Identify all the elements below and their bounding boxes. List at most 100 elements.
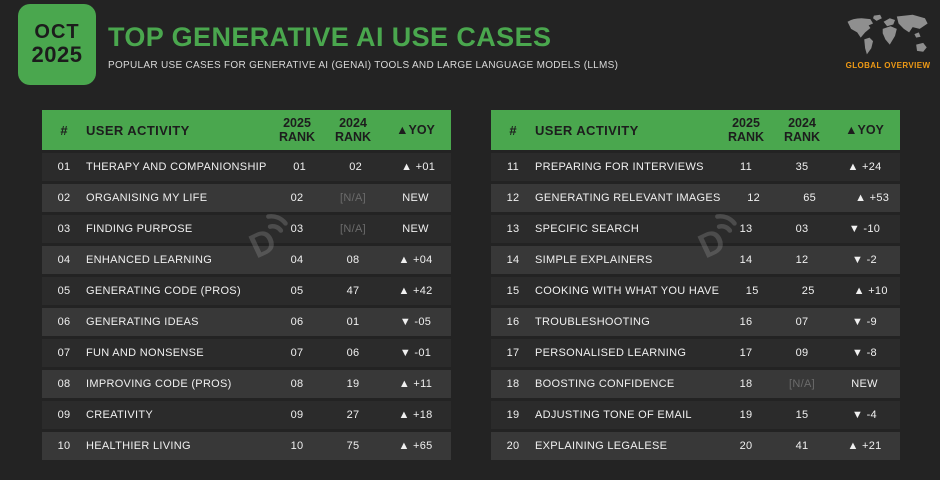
row-rank-2024: 01 [346, 316, 360, 328]
row-activity: GENERATING IDEAS [86, 316, 199, 328]
row-rank-2024: 35 [795, 161, 809, 173]
row-rank-2025: 16 [739, 316, 753, 328]
page-subtitle: POPULAR USE CASES FOR GENERATIVE AI (GEN… [108, 60, 619, 71]
row-rank-2025: 09 [290, 409, 304, 421]
row-rank-2025: 12 [747, 192, 761, 204]
row-activity: HEALTHIER LIVING [86, 440, 191, 452]
row-activity: IMPROVING CODE (PROS) [86, 378, 232, 390]
row-rank-2025: 10 [290, 440, 304, 452]
table-row: 09 CREATIVITY 09 27 ▲ +18 [42, 401, 451, 429]
row-rank-2025: 18 [739, 378, 753, 390]
col-header-yoy: ▲YOY [396, 123, 435, 137]
row-activity: CREATIVITY [86, 409, 153, 421]
row-number: 15 [506, 285, 520, 297]
row-rank-2025: 07 [290, 347, 304, 359]
row-number: 19 [506, 409, 520, 421]
row-yoy-change: ▲ +10 [853, 285, 888, 297]
badge-year: 2025 [31, 42, 83, 68]
row-rank-2024: 09 [795, 347, 809, 359]
row-activity: THERAPY AND COMPANIONSHIP [86, 161, 267, 173]
table-row: 18 BOOSTING CONFIDENCE 18 [N/A] NEW [491, 370, 900, 398]
row-activity: SIMPLE EXPLAINERS [535, 254, 653, 266]
row-rank-2025: 19 [739, 409, 753, 421]
row-rank-2024: 02 [349, 161, 363, 173]
table-row: 15 COOKING WITH WHAT YOU HAVE 15 25 ▲ +1… [491, 277, 900, 305]
row-rank-2024: 19 [346, 378, 360, 390]
row-rank-2024: [N/A] [340, 223, 366, 235]
table-row: 01 THERAPY AND COMPANIONSHIP 01 02 ▲ +01 [42, 153, 451, 181]
row-number: 18 [506, 378, 520, 390]
row-activity: GENERATING CODE (PROS) [86, 285, 241, 297]
table-header-row: # USER ACTIVITY 2025 RANK 2024 RANK ▲YOY [42, 110, 451, 150]
row-yoy-change: ▼ -8 [852, 347, 877, 359]
row-number: 17 [506, 347, 520, 359]
row-number: 11 [506, 161, 520, 173]
table-row: 03 FINDING PURPOSE 03 [N/A] NEW [42, 215, 451, 243]
row-rank-2025: 15 [745, 285, 759, 297]
row-number: 04 [57, 254, 71, 266]
col-header-rank-2025: 2025 RANK [727, 116, 765, 144]
row-number: 07 [57, 347, 71, 359]
row-activity: SPECIFIC SEARCH [535, 223, 640, 235]
row-rank-2025: 11 [739, 161, 753, 173]
row-activity: GENERATING RELEVANT IMAGES [535, 192, 721, 204]
row-number: 01 [57, 161, 71, 173]
date-badge: OCT 2025 [18, 4, 96, 85]
table-row: 05 GENERATING CODE (PROS) 05 47 ▲ +42 [42, 277, 451, 305]
row-number: 05 [57, 285, 71, 297]
table-row: 19 ADJUSTING TONE OF EMAIL 19 15 ▼ -4 [491, 401, 900, 429]
table-row: 20 EXPLAINING LEGALESE 20 41 ▲ +21 [491, 432, 900, 460]
table-row: 11 PREPARING FOR INTERVIEWS 11 35 ▲ +24 [491, 153, 900, 181]
row-rank-2024: 25 [801, 285, 815, 297]
row-number: 13 [506, 223, 520, 235]
row-rank-2025: 03 [290, 223, 304, 235]
row-rank-2024: [N/A] [789, 378, 815, 390]
row-yoy-change: ▲ +42 [398, 285, 433, 297]
col-header-number: # [60, 122, 68, 138]
row-activity: PREPARING FOR INTERVIEWS [535, 161, 704, 173]
row-rank-2025: 04 [290, 254, 304, 266]
row-activity: BOOSTING CONFIDENCE [535, 378, 675, 390]
row-number: 12 [506, 192, 520, 204]
row-rank-2024: 47 [346, 285, 360, 297]
table-row: 12 GENERATING RELEVANT IMAGES 12 65 ▲ +5… [491, 184, 900, 212]
row-yoy-change: ▲ +24 [847, 161, 882, 173]
table-row: 08 IMPROVING CODE (PROS) 08 19 ▲ +11 [42, 370, 451, 398]
row-yoy-change: NEW [402, 223, 429, 235]
row-number: 02 [57, 192, 71, 204]
row-rank-2025: 20 [739, 440, 753, 452]
table-row: 14 SIMPLE EXPLAINERS 14 12 ▼ -2 [491, 246, 900, 274]
table-row: 10 HEALTHIER LIVING 10 75 ▲ +65 [42, 432, 451, 460]
row-yoy-change: ▼ -05 [399, 316, 432, 328]
col-header-yoy: ▲YOY [845, 123, 884, 137]
row-number: 20 [506, 440, 520, 452]
page-title: TOP GENERATIVE AI USE CASES [108, 22, 552, 52]
row-number: 09 [57, 409, 71, 421]
row-activity: ADJUSTING TONE OF EMAIL [535, 409, 692, 421]
badge-month: OCT [34, 21, 80, 44]
row-rank-2025: 05 [290, 285, 304, 297]
global-overview-block: GLOBAL OVERVIEW [842, 12, 934, 70]
header-titles: TOP GENERATIVE AI USE CASES POPULAR USE … [108, 22, 618, 71]
row-number: 03 [57, 223, 71, 235]
row-rank-2025: 06 [290, 316, 304, 328]
use-cases-table-11-20: # USER ACTIVITY 2025 RANK 2024 RANK ▲YOY… [491, 110, 900, 460]
row-yoy-change: ▲ +11 [398, 378, 433, 390]
row-yoy-change: ▲ +01 [401, 161, 436, 173]
row-rank-2025: 13 [739, 223, 753, 235]
row-rank-2025: 01 [293, 161, 307, 173]
row-yoy-change: NEW [402, 192, 429, 204]
row-rank-2024: 06 [346, 347, 360, 359]
row-yoy-change: NEW [851, 378, 878, 390]
row-rank-2024: 07 [795, 316, 809, 328]
row-yoy-change: ▼ -01 [399, 347, 432, 359]
row-number: 08 [57, 378, 71, 390]
row-yoy-change: ▲ +21 [847, 440, 882, 452]
row-rank-2025: 17 [739, 347, 753, 359]
row-rank-2024: 12 [795, 254, 809, 266]
row-rank-2024: [N/A] [340, 192, 366, 204]
col-header-activity: USER ACTIVITY [535, 122, 639, 138]
row-activity: FINDING PURPOSE [86, 223, 193, 235]
global-overview-label: GLOBAL OVERVIEW [845, 61, 931, 70]
